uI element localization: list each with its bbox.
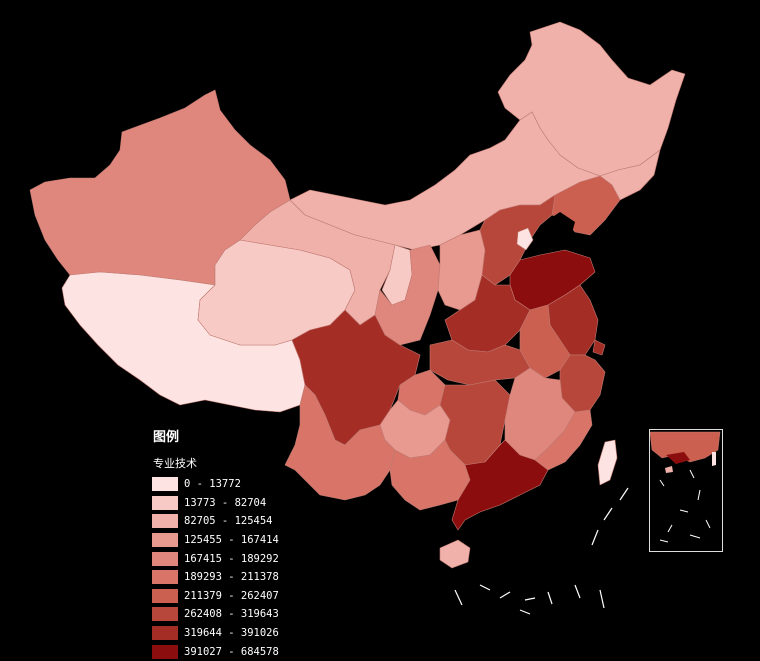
bohai-sea xyxy=(545,212,575,248)
region-shanghai xyxy=(592,339,606,356)
legend-item: 0 - 13772 xyxy=(152,475,302,494)
region-beijing xyxy=(516,227,534,251)
legend-swatch xyxy=(152,626,178,641)
legend-range-label: 262408 - 319643 xyxy=(184,608,279,621)
legend-swatch xyxy=(152,533,178,548)
legend-title: 图例 xyxy=(153,430,180,445)
south-sea-islands xyxy=(454,487,629,615)
legend-swatch xyxy=(152,644,178,659)
legend-item: 391027 - 684578 xyxy=(152,642,302,661)
legend-range-label: 189293 - 211378 xyxy=(184,571,279,584)
legend-item: 167415 - 189292 xyxy=(152,549,302,568)
region-hainan xyxy=(439,539,471,569)
legend-range-label: 125455 - 167414 xyxy=(184,534,279,547)
legend-range-label: 391027 - 684578 xyxy=(184,645,279,658)
legend-swatch xyxy=(152,570,178,585)
legend-range-label: 319644 - 391026 xyxy=(184,627,279,640)
legend-item: 82705 - 125454 xyxy=(152,512,302,531)
region-fujian xyxy=(534,409,593,471)
legend-range-label: 82705 - 125454 xyxy=(184,515,273,528)
legend-item: 211379 - 262407 xyxy=(152,587,302,606)
inset-map-content xyxy=(649,431,721,543)
legend-rows: 0 - 13772 13773 - 82704 82705 - 125454 1254… xyxy=(152,475,302,661)
map-legend: 图例 专业技术 0 - 13772 13773 - 82704 82705 - 12… xyxy=(152,426,302,661)
legend-swatch xyxy=(152,551,178,566)
legend-swatch xyxy=(152,495,178,510)
legend-swatch xyxy=(152,588,178,603)
region-guangdong xyxy=(451,439,549,531)
legend-item: 13773 - 82704 xyxy=(152,494,302,513)
legend-item: 319644 - 391026 xyxy=(152,624,302,643)
legend-item: 189293 - 211378 xyxy=(152,568,302,587)
legend-range-label: 211379 - 262407 xyxy=(184,589,279,602)
legend-range-label: 167415 - 189292 xyxy=(184,552,279,565)
legend-item: 125455 - 167414 xyxy=(152,531,302,550)
legend-range-label: 13773 - 82704 xyxy=(184,496,267,509)
legend-swatch xyxy=(152,477,178,492)
legend-item: 262408 - 319643 xyxy=(152,605,302,624)
region-taiwan xyxy=(597,439,618,486)
south-china-sea-inset-frame xyxy=(649,429,723,552)
legend-swatch xyxy=(152,607,178,622)
legend-subtitle: 专业技术 xyxy=(153,457,197,470)
legend-swatch xyxy=(152,514,178,529)
legend-range-label: 0 - 13772 xyxy=(184,478,241,491)
